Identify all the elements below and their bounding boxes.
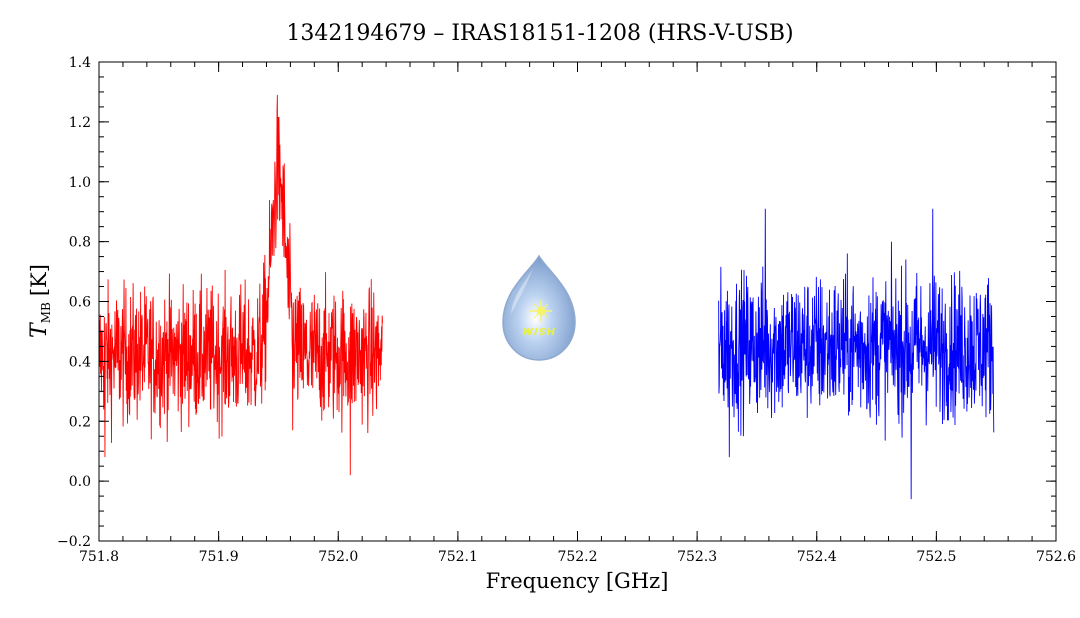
y-axis-label: TMB[K]	[27, 264, 53, 338]
x-axis-label: Frequency [GHz]	[486, 569, 669, 593]
y-tick-label: 1.4	[69, 55, 91, 71]
x-tick-label: 752.3	[677, 549, 717, 565]
y-tick-label: 0.4	[69, 354, 91, 370]
spectrum-series-1	[98, 94, 383, 476]
spectrum-series-2	[718, 208, 995, 500]
tick-labels-layer: 751.8 751.9 752.0 752.1 752.2 752.3 752.4 752.5…	[57, 55, 1076, 565]
x-tick-label: 752.6	[1036, 549, 1076, 565]
x-tick-label: 752.2	[557, 549, 597, 565]
x-tick-label: 752.0	[318, 549, 358, 565]
star-icon	[530, 300, 552, 322]
series-layer	[98, 94, 995, 500]
y-tick-label: 0.2	[69, 414, 91, 430]
y-tick-label: 0.6	[69, 295, 91, 311]
y-tick-label: 1.2	[69, 115, 91, 131]
x-tick-label: 752.1	[438, 549, 478, 565]
plot-frame	[98, 61, 1057, 542]
x-tick-label: 751.9	[199, 549, 239, 565]
y-tick-label: 0.8	[69, 235, 91, 251]
logo-text: WISH	[522, 327, 556, 338]
wish-logo: WISH	[502, 254, 576, 361]
y-tick-label: 1.0	[69, 175, 91, 191]
ticks-layer	[98, 61, 1057, 542]
x-tick-label: 751.8	[79, 549, 119, 565]
chart-title: 1342194679 – IRAS18151-1208 (HRS-V-USB)	[286, 21, 793, 46]
x-tick-label: 752.5	[916, 549, 956, 565]
y-tick-label: −0.2	[57, 534, 91, 550]
x-tick-label: 752.4	[797, 549, 837, 565]
y-tick-label: 0.0	[69, 474, 91, 490]
